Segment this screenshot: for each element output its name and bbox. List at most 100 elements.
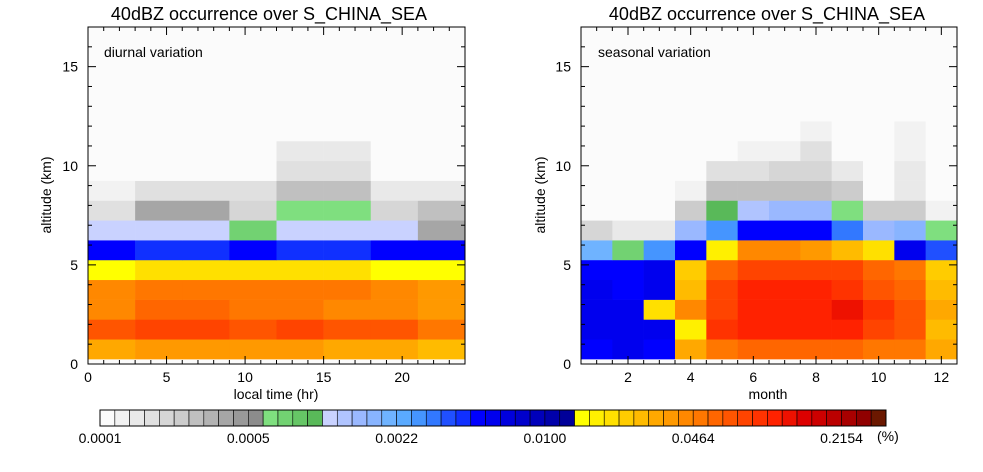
colorbar-swatch bbox=[841, 409, 857, 427]
seasonal-cell bbox=[706, 41, 738, 62]
seasonal-cell bbox=[894, 160, 926, 181]
diurnal-cell bbox=[88, 121, 136, 142]
diurnal-cell bbox=[370, 339, 419, 360]
diurnal-title: 40dBZ occurrence over S_CHINA_SEA bbox=[111, 4, 427, 25]
seasonal-cell bbox=[925, 160, 958, 181]
diurnal-cell bbox=[182, 279, 230, 300]
diurnal-cell bbox=[370, 180, 419, 201]
seasonal-cell bbox=[581, 81, 613, 102]
colorbar-label: 0.0001 bbox=[79, 430, 122, 446]
seasonal-cell bbox=[612, 200, 644, 221]
seasonal-x-axis-label: month bbox=[749, 386, 788, 402]
diurnal-cell bbox=[370, 200, 419, 221]
seasonal-cell bbox=[706, 339, 738, 360]
colorbar-label: 0.0100 bbox=[523, 430, 566, 446]
seasonal-cell bbox=[675, 160, 707, 181]
diurnal-cell bbox=[370, 319, 419, 340]
seasonal-cell bbox=[737, 81, 770, 102]
diurnal-cell bbox=[135, 220, 183, 241]
seasonal-x-tick-label: 12 bbox=[934, 369, 950, 385]
diurnal-cell bbox=[182, 180, 230, 201]
diurnal-cell bbox=[417, 160, 466, 181]
seasonal-cell bbox=[831, 279, 864, 300]
seasonal-cell bbox=[831, 299, 864, 320]
diurnal-cell bbox=[229, 200, 277, 221]
diurnal-cell bbox=[417, 220, 466, 241]
seasonal-cell bbox=[831, 339, 864, 360]
diurnal-cell bbox=[417, 81, 466, 102]
diurnal-cell bbox=[323, 61, 372, 82]
diurnal-cell bbox=[276, 101, 324, 122]
diurnal-cell bbox=[88, 220, 136, 241]
seasonal-cell bbox=[706, 220, 738, 241]
diurnal-cell bbox=[229, 81, 277, 102]
diurnal-cell bbox=[229, 339, 277, 360]
diurnal-cell bbox=[229, 319, 277, 340]
seasonal-cell bbox=[769, 299, 801, 320]
seasonal-ticks: 2 4 6 8 10 12 0 5 10 15 bbox=[555, 26, 958, 385]
diurnal-cell bbox=[417, 41, 466, 62]
diurnal-cell bbox=[276, 319, 324, 340]
seasonal-cell bbox=[831, 160, 864, 181]
diurnal-cell bbox=[229, 27, 277, 43]
colorbar-label: 0.2154 bbox=[820, 430, 863, 446]
diurnal-cell bbox=[370, 160, 419, 181]
seasonal-cell bbox=[675, 259, 707, 281]
seasonal-cell bbox=[737, 339, 770, 360]
diurnal-x-tick-label: 10 bbox=[237, 369, 253, 385]
seasonal-x-tick-label: 8 bbox=[812, 369, 820, 385]
colorbar-swatch bbox=[796, 409, 813, 427]
seasonal-cell bbox=[612, 81, 644, 102]
colorbar-swatch bbox=[262, 409, 279, 427]
diurnal-cell bbox=[182, 140, 230, 162]
diurnal-cell bbox=[229, 121, 277, 142]
seasonal-cell bbox=[863, 319, 895, 340]
diurnal-cell bbox=[88, 27, 136, 43]
diurnal-cell bbox=[370, 140, 419, 162]
diurnal-cell bbox=[276, 299, 324, 320]
seasonal-cell bbox=[612, 41, 644, 62]
seasonal-cell bbox=[612, 121, 644, 142]
colorbar-labels: 0.0001 0.0005 0.0022 0.0100 0.0464 0.2154 bbox=[79, 430, 864, 446]
seasonal-cell bbox=[863, 200, 895, 221]
seasonal-cell bbox=[675, 140, 707, 162]
diurnal-cell bbox=[229, 101, 277, 122]
diurnal-cell bbox=[182, 299, 230, 320]
seasonal-x-tick-label: 6 bbox=[749, 369, 757, 385]
diurnal-cell bbox=[276, 200, 324, 221]
diurnal-x-tick-label: 5 bbox=[163, 369, 171, 385]
colorbar-swatch bbox=[692, 409, 709, 427]
seasonal-cell bbox=[863, 220, 895, 241]
seasonal-cell bbox=[831, 41, 864, 62]
seasonal-cell bbox=[863, 299, 895, 320]
diurnal-cell bbox=[276, 61, 324, 82]
seasonal-cell bbox=[737, 140, 770, 162]
seasonal-cell bbox=[800, 200, 832, 221]
diurnal-cell bbox=[417, 259, 466, 281]
seasonal-cell bbox=[925, 279, 958, 300]
colorbar-swatch bbox=[218, 409, 234, 427]
diurnal-cell bbox=[135, 160, 183, 181]
diurnal-cell bbox=[182, 27, 230, 43]
seasonal-cell bbox=[643, 140, 676, 162]
seasonal-cell bbox=[643, 27, 676, 43]
diurnal-cell bbox=[229, 240, 277, 261]
colorbar-swatch bbox=[500, 409, 516, 427]
diurnal-cell bbox=[323, 220, 372, 241]
diurnal-cell bbox=[135, 121, 183, 142]
diurnal-cell bbox=[88, 101, 136, 122]
colorbar-swatch bbox=[826, 409, 842, 427]
diurnal-cell bbox=[323, 259, 372, 281]
diurnal-y-tick-label: 10 bbox=[62, 158, 78, 174]
seasonal-y-tick-label: 5 bbox=[563, 257, 571, 273]
seasonal-cell bbox=[894, 220, 926, 241]
seasonal-cell bbox=[800, 339, 832, 360]
diurnal-cell bbox=[417, 121, 466, 142]
seasonal-cell bbox=[831, 180, 864, 201]
seasonal-cell bbox=[612, 339, 644, 360]
seasonal-cell bbox=[800, 240, 832, 261]
diurnal-cell bbox=[370, 41, 419, 62]
diurnal-cell bbox=[229, 220, 277, 241]
seasonal-cell bbox=[863, 180, 895, 201]
seasonal-cell bbox=[769, 259, 801, 281]
